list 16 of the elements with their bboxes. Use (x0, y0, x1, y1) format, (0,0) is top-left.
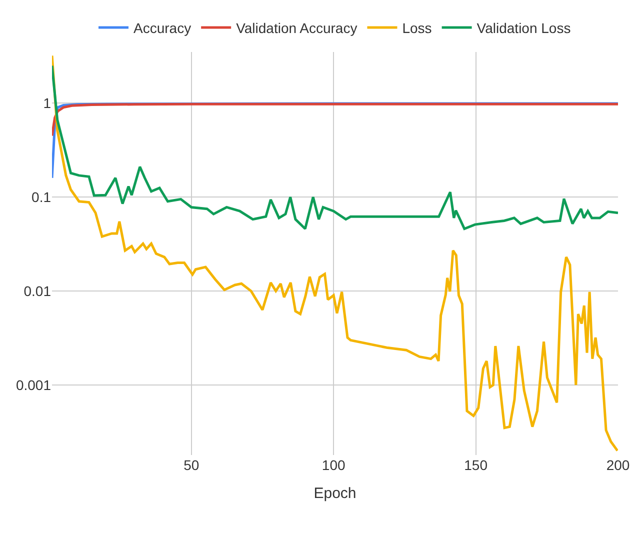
legend-label: Accuracy (134, 20, 192, 36)
x-tick-label: 200 (606, 457, 630, 473)
y-tick-label: 0.01 (24, 282, 52, 299)
legend-label: Loss (402, 20, 432, 36)
y-tick-label: 1 (43, 95, 52, 112)
line-series (52, 54, 618, 452)
line-series (52, 64, 618, 230)
x-tick-label: 100 (322, 457, 346, 473)
legend-label: Validation Accuracy (236, 20, 358, 36)
y-tick-label: 0.001 (16, 376, 52, 393)
legend-label: Validation Loss (476, 20, 571, 36)
x-axis-title: Epoch (314, 485, 356, 502)
x-tick-label: 150 (464, 457, 488, 473)
y-tick-label: 0.1 (32, 188, 52, 205)
line-series (52, 102, 618, 137)
x-tick-label: 50 (184, 457, 200, 473)
